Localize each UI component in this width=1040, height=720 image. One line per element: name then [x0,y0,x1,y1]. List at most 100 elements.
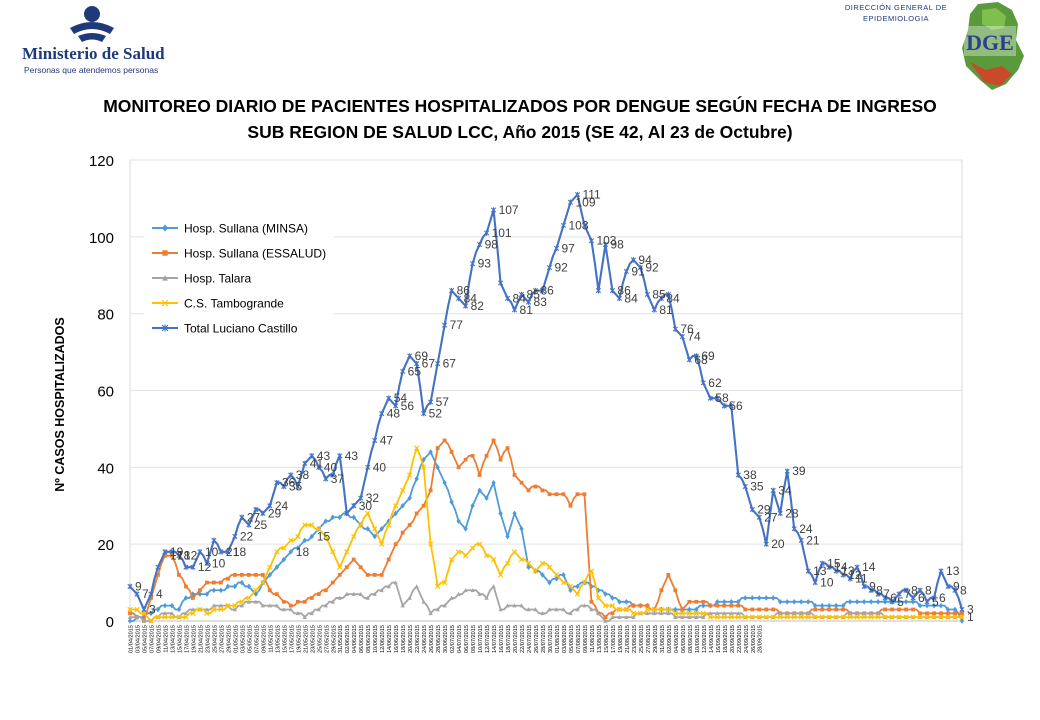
x-tick-label: 27/05/2015 [324,625,330,653]
series-point [742,614,748,620]
data-label: 8 [911,583,918,597]
data-label: 69 [415,349,429,363]
series-point [575,607,580,612]
series-point [875,591,881,597]
series-point [637,264,643,271]
series-point [861,611,867,616]
series-point [239,573,244,577]
axes-layer: 0 20 40 60 80 100 120 01/04/2015 03/04/2015 05/04… [89,153,962,653]
series-point [910,595,916,601]
series-point [610,611,615,616]
series-point [448,556,455,563]
series-point [490,556,497,563]
series-point [589,599,594,604]
series-point [840,614,846,620]
data-label: 10 [205,545,219,559]
legend-item: Hosp. Talara [152,272,251,286]
series-point [700,380,706,386]
x-tick-label: 29/05/2015 [331,625,337,653]
series-point [449,287,455,294]
series-point [623,606,630,613]
series-point [400,487,406,494]
series-point [441,579,448,586]
series-point [637,610,644,616]
series-point [183,595,189,601]
series-point [595,287,602,294]
series-point [211,606,217,613]
series-point [917,614,923,620]
series-point [302,599,307,604]
series-point [938,602,944,609]
data-label: 12 [198,560,212,574]
series-point [407,523,412,527]
x-tick-label: 18/09/2015 [723,625,729,653]
series-point [840,602,846,609]
legend-swatch-marker [161,324,169,332]
data-label: 14 [862,560,876,574]
data-label: 28 [785,506,799,520]
series-point [476,241,483,248]
series-point [225,583,231,590]
series-point [162,549,168,555]
series-point [267,572,273,578]
series-point [651,307,657,313]
series-point [798,614,804,620]
series-point [897,607,901,612]
x-tick-label: 03/08/2015 [562,625,568,653]
series-point [700,610,706,616]
legend-item: C.S. Tambogrande [152,297,284,311]
series-point [547,607,552,612]
data-label: 12 [184,549,198,563]
series-point [337,564,343,570]
series-point [791,526,797,532]
series-point [295,611,300,616]
series-point [344,565,349,570]
series-point [749,506,755,513]
y-tick-label: 60 [97,384,114,401]
series-point [882,598,888,605]
series-point [533,484,538,489]
series-point [693,610,699,616]
data-label: 13 [813,564,827,578]
series-point [205,580,209,585]
x-tick-label: 08/06/2015 [366,625,372,653]
series-point [435,607,440,612]
x-tick-label: 31/08/2015 [660,625,666,653]
x-tick-label: 29/04/2015 [226,625,232,653]
x-tick-label: 04/09/2015 [674,625,680,653]
series-point [177,573,181,577]
data-label: 86 [541,284,555,298]
series-point [875,611,881,616]
data-label: 40 [373,460,387,474]
series-point [365,526,370,532]
series-point [526,564,531,571]
series-point [680,607,685,612]
series-point [861,598,867,605]
series-point [477,473,482,477]
series-point [498,457,503,462]
x-tick-label: 11/05/2015 [268,625,274,653]
series-point [232,603,238,609]
series-point [134,606,140,613]
series-point [274,603,280,608]
series-point [729,611,734,616]
series-point [847,576,853,582]
data-label: 98 [485,238,499,252]
series-point [169,614,175,620]
x-tick-label: 11/08/2015 [590,625,596,653]
series-point [379,541,385,547]
series-point [868,611,874,616]
series-point [295,599,300,604]
series-point [456,295,462,301]
x-tick-label: 01/08/2015 [555,625,561,653]
series-point [819,614,825,620]
series-point [253,506,259,513]
series-point [532,287,539,294]
series-point [337,514,342,521]
data-label: 56 [729,399,743,413]
series-point [351,514,356,521]
series-point [204,607,210,612]
x-tick-label: 02/09/2015 [667,625,673,653]
data-label: 8 [925,583,932,597]
